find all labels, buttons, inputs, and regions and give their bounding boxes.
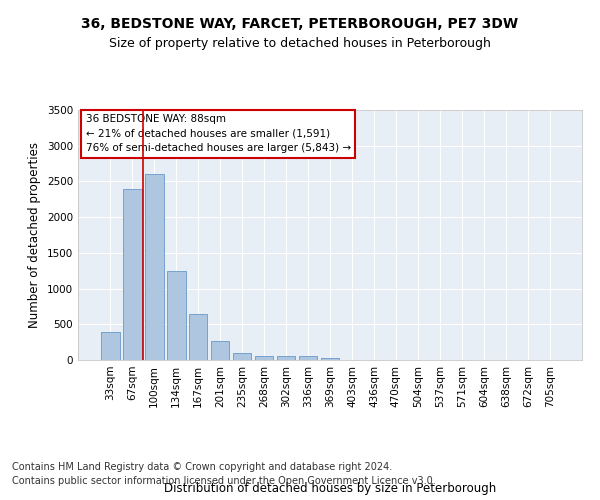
Bar xyxy=(320,358,340,360)
Bar xyxy=(189,314,208,360)
Text: Contains HM Land Registry data © Crown copyright and database right 2024.: Contains HM Land Registry data © Crown c… xyxy=(12,462,392,472)
Bar xyxy=(211,342,229,360)
Bar xyxy=(299,356,317,360)
Text: 36, BEDSTONE WAY, FARCET, PETERBOROUGH, PE7 3DW: 36, BEDSTONE WAY, FARCET, PETERBOROUGH, … xyxy=(82,18,518,32)
Bar xyxy=(123,188,142,360)
Bar xyxy=(233,353,251,360)
Text: Distribution of detached houses by size in Peterborough: Distribution of detached houses by size … xyxy=(164,482,496,495)
Text: Size of property relative to detached houses in Peterborough: Size of property relative to detached ho… xyxy=(109,38,491,51)
Bar xyxy=(145,174,164,360)
Text: Contains public sector information licensed under the Open Government Licence v3: Contains public sector information licen… xyxy=(12,476,436,486)
Text: 36 BEDSTONE WAY: 88sqm
← 21% of detached houses are smaller (1,591)
76% of semi-: 36 BEDSTONE WAY: 88sqm ← 21% of detached… xyxy=(86,114,350,154)
Y-axis label: Number of detached properties: Number of detached properties xyxy=(28,142,41,328)
Bar xyxy=(277,356,295,360)
Bar xyxy=(255,356,274,360)
Bar xyxy=(167,272,185,360)
Bar xyxy=(101,332,119,360)
